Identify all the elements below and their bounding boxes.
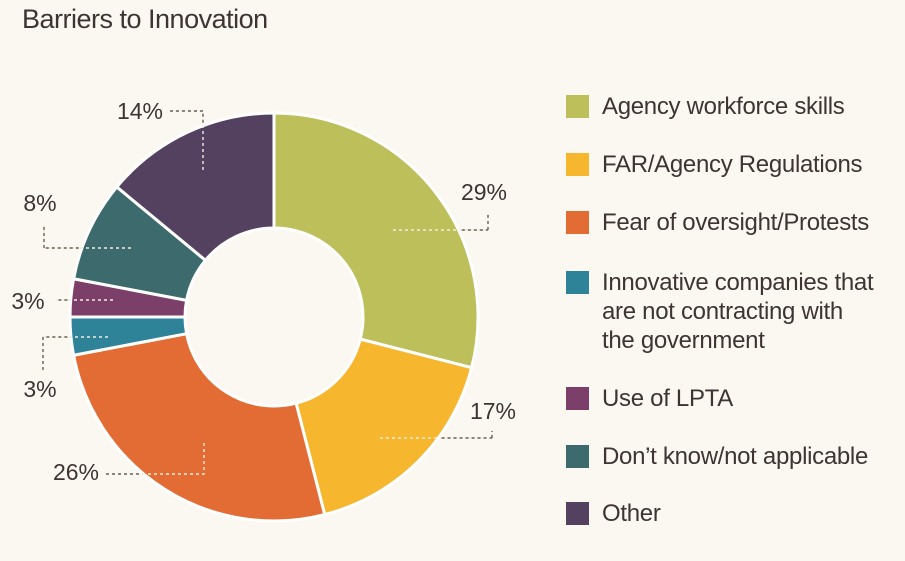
donut-slice-agency-workforce-skills — [272, 111, 480, 370]
label-leader-lines — [42, 110, 493, 475]
pct-label-other: 14% — [117, 98, 163, 124]
legend-swatch-far-agency-regulations — [566, 153, 589, 176]
legend-label: Innovative companies that are not contra… — [602, 269, 874, 354]
donut-slice-far-agency-regulations — [294, 337, 474, 517]
donut-chart: 29% 17% 26% 3% 3% 8% 14% — [11, 98, 516, 523]
legend-item-fear-of-oversight: Fear of oversight/Protests — [566, 208, 869, 237]
chart-title: Barriers to Innovation — [22, 4, 268, 34]
legend-label: Don’t know/not applicable — [602, 443, 869, 470]
legend-label: FAR/Agency Regulations — [602, 151, 863, 178]
pct-label-agency-workforce-skills: 29% — [461, 179, 507, 205]
legend-item-agency-workforce-skills: Agency workforce skills — [566, 92, 845, 121]
legend-label: Other — [602, 500, 661, 527]
pct-label-fear-of-oversight: 26% — [53, 459, 99, 485]
pct-label-dont-know: 8% — [23, 190, 56, 216]
leader-line-agency-workforce-skills — [393, 212, 489, 231]
legend-swatch-use-of-lpta — [566, 387, 589, 410]
legend-swatch-fear-of-oversight — [566, 211, 589, 234]
legend-label: Use of LPTA — [602, 385, 733, 412]
leader-line-far-agency-regulations — [380, 431, 493, 439]
donut-slices — [68, 111, 480, 523]
legend-label: Agency workforce skills — [602, 93, 845, 120]
legend-label: Fear of oversight/Protests — [602, 209, 869, 236]
legend-swatch-innovative-companies — [566, 271, 589, 294]
pct-label-innovative-companies: 3% — [23, 376, 56, 402]
donut-slice-fear-of-oversight — [71, 331, 327, 523]
donut-slice-other — [114, 111, 276, 263]
pct-label-use-of-lpta: 3% — [11, 288, 44, 314]
legend-item-far-agency-regulations: FAR/Agency Regulations — [566, 150, 863, 179]
legend-item-innovative-companies: Innovative companies that are not contra… — [566, 268, 874, 355]
legend-swatch-other — [566, 502, 589, 525]
legend-swatch-agency-workforce-skills — [566, 95, 589, 118]
legend-item-dont-know: Don’t know/not applicable — [566, 442, 868, 471]
legend-swatch-dont-know — [566, 445, 589, 468]
legend-item-other: Other — [566, 499, 661, 528]
legend-item-use-of-lpta: Use of LPTA — [566, 384, 733, 413]
percentage-labels: 29% 17% 26% 3% 3% 8% 14% — [11, 98, 516, 485]
leader-line-other — [170, 110, 204, 170]
pct-label-far-agency-regulations: 17% — [470, 398, 516, 424]
